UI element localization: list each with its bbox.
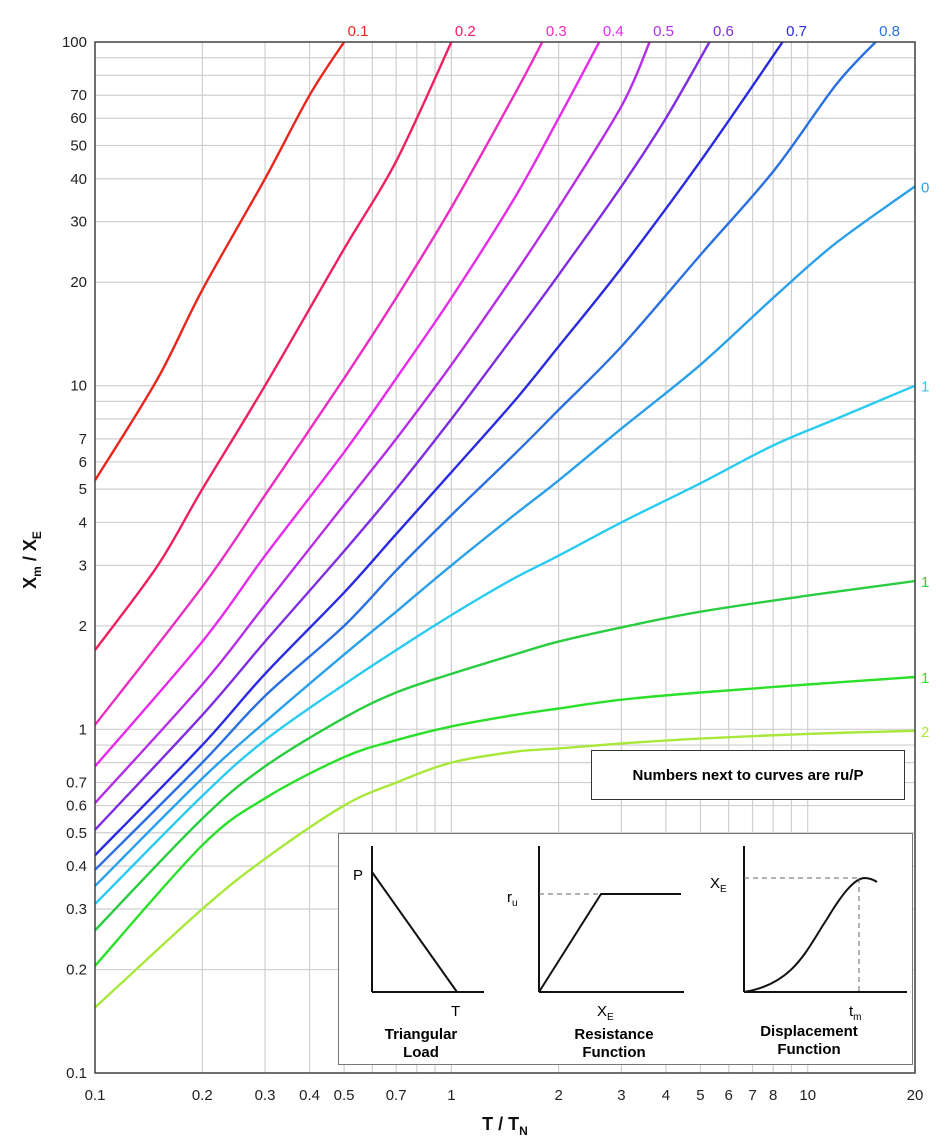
curve-label-1.5: 1: [921, 670, 929, 687]
displacement-function-diagram: XE tm Displacement Function: [710, 846, 907, 1058]
y-tick-label: 0.7: [66, 775, 87, 792]
x-tick-label: 7: [748, 1087, 756, 1104]
x-tick-label: 20: [907, 1087, 924, 1104]
displacement-caption-1: Displacement: [760, 1023, 858, 1040]
curve-label-0.4: 0.4: [603, 23, 624, 40]
x-tick-label: 2: [554, 1087, 562, 1104]
displacement-tm-label: tm: [849, 1003, 862, 1023]
x-tick-label: 0.3: [255, 1087, 276, 1104]
load-caption-1: Triangular: [385, 1026, 458, 1043]
y-tick-label: 50: [70, 137, 87, 154]
y-tick-label: 60: [70, 110, 87, 127]
curve-0.2: [95, 42, 453, 651]
curve-label-0.7: 0.7: [786, 23, 807, 40]
x-axis-title: T / TN: [482, 1114, 528, 1138]
resistance-caption-1: Resistance: [574, 1026, 653, 1043]
curve-label-1.0: 1: [921, 379, 929, 396]
plot-frame: [94, 41, 916, 1074]
y-tick-label: 4: [79, 514, 87, 531]
x-tick-label: 4: [662, 1087, 670, 1104]
curve-0.4: [95, 42, 601, 768]
x-tick-label: 0.7: [386, 1087, 407, 1104]
curve-0.7: [95, 42, 784, 857]
curve-label-1.2: 1: [921, 574, 929, 591]
curve-label-0.3: 0.3: [546, 23, 567, 40]
curve-0.5: [95, 42, 651, 804]
y-tick-label: 6: [79, 454, 87, 471]
y-tick-label: 40: [70, 171, 87, 188]
curves-group: [95, 42, 915, 1009]
x-tick-label: 6: [724, 1087, 732, 1104]
y-tick-labels: 0.1 0.2 0.3 0.4 0.5 0.6 0.7 1 2 3 4 5 6 7 10 20 30 40 50 60…: [62, 34, 87, 1082]
x-tick-label: 5: [696, 1087, 704, 1104]
curve-labels: 0.1 0.2 0.3 0.4 0.5 0.6 0.7 0.8 0 1 1 1 2: [348, 23, 930, 741]
y-axis-title: Xm / XE: [20, 531, 44, 589]
curve-1.0: [95, 384, 915, 905]
inset-svg: P T Triangular Load ru XE Resistance Fun…: [353, 846, 907, 1061]
y-tick-label: 10: [70, 378, 87, 395]
curve-2.0: [95, 729, 915, 1009]
y-tick-label: 70: [70, 87, 87, 104]
displacement-xe-label: XE: [710, 875, 727, 895]
x-tick-labels: 0.1 0.2 0.3 0.4 0.5 0.7 1 2 3 4 5 6 7 8 10 20: [85, 1087, 924, 1104]
y-tick-label: 2: [79, 618, 87, 635]
y-tick-label: 0.4: [66, 858, 87, 875]
y-tick-label: 0.2: [66, 962, 87, 979]
curve-0.8: [95, 42, 877, 871]
load-caption-2: Load: [403, 1044, 439, 1061]
curve-1.5: [95, 675, 915, 967]
y-tick-label: 100: [62, 34, 87, 51]
y-tick-label: 0.1: [66, 1065, 87, 1082]
curve-0.1: [95, 42, 346, 482]
curve-0.3: [95, 42, 544, 726]
y-tick-label: 0.6: [66, 798, 87, 815]
x-tick-label: 10: [799, 1087, 816, 1104]
curve-label-0.5: 0.5: [653, 23, 674, 40]
y-tick-label: 0.3: [66, 901, 87, 918]
x-tick-label: 0.4: [299, 1087, 320, 1104]
curve-0.9: [95, 185, 915, 887]
resistance-r-label: ru: [507, 889, 518, 909]
y-tick-label: 30: [70, 214, 87, 231]
resistance-curve: [538, 893, 681, 993]
resistance-caption-2: Function: [582, 1044, 645, 1061]
annotation-box: Numbers next to curves are ru/P: [591, 750, 905, 800]
resistance-x-label: XE: [597, 1003, 614, 1023]
curve-label-0.6: 0.6: [713, 23, 734, 40]
x-tick-label: 0.1: [85, 1087, 106, 1104]
displacement-caption-2: Function: [777, 1041, 840, 1058]
curve-1.2: [95, 579, 915, 932]
resistance-function-diagram: ru XE Resistance Function: [507, 846, 684, 1061]
annotation-text: Numbers next to curves are ru/P: [632, 766, 864, 784]
curve-label-2.0: 2: [921, 724, 929, 741]
inset-diagrams: P T Triangular Load ru XE Resistance Fun…: [338, 833, 913, 1065]
y-tick-label: 7: [79, 431, 87, 448]
load-curve: [371, 871, 458, 993]
curve-label-0.8: 0.8: [879, 23, 900, 40]
y-tick-label: 20: [70, 274, 87, 291]
x-tick-label: 0.5: [334, 1087, 355, 1104]
curve-label-0.2: 0.2: [455, 23, 476, 40]
displacement-curve: [743, 876, 878, 993]
x-tick-label: 8: [769, 1087, 777, 1104]
triangular-load-diagram: P T Triangular Load: [353, 846, 484, 1061]
y-tick-label: 1: [79, 721, 87, 738]
x-tick-label: 3: [617, 1087, 625, 1104]
load-p-label: P: [353, 867, 363, 884]
y-tick-label: 3: [79, 557, 87, 574]
curve-0.6: [95, 42, 711, 831]
load-t-label: T: [451, 1003, 460, 1020]
x-tick-label: 0.2: [192, 1087, 213, 1104]
y-tick-label: 5: [79, 481, 87, 498]
curve-label-0.1: 0.1: [348, 23, 369, 40]
y-tick-label: 0.5: [66, 825, 87, 842]
curve-label-0.9: 0: [921, 179, 929, 196]
x-tick-label: 1: [447, 1087, 455, 1104]
